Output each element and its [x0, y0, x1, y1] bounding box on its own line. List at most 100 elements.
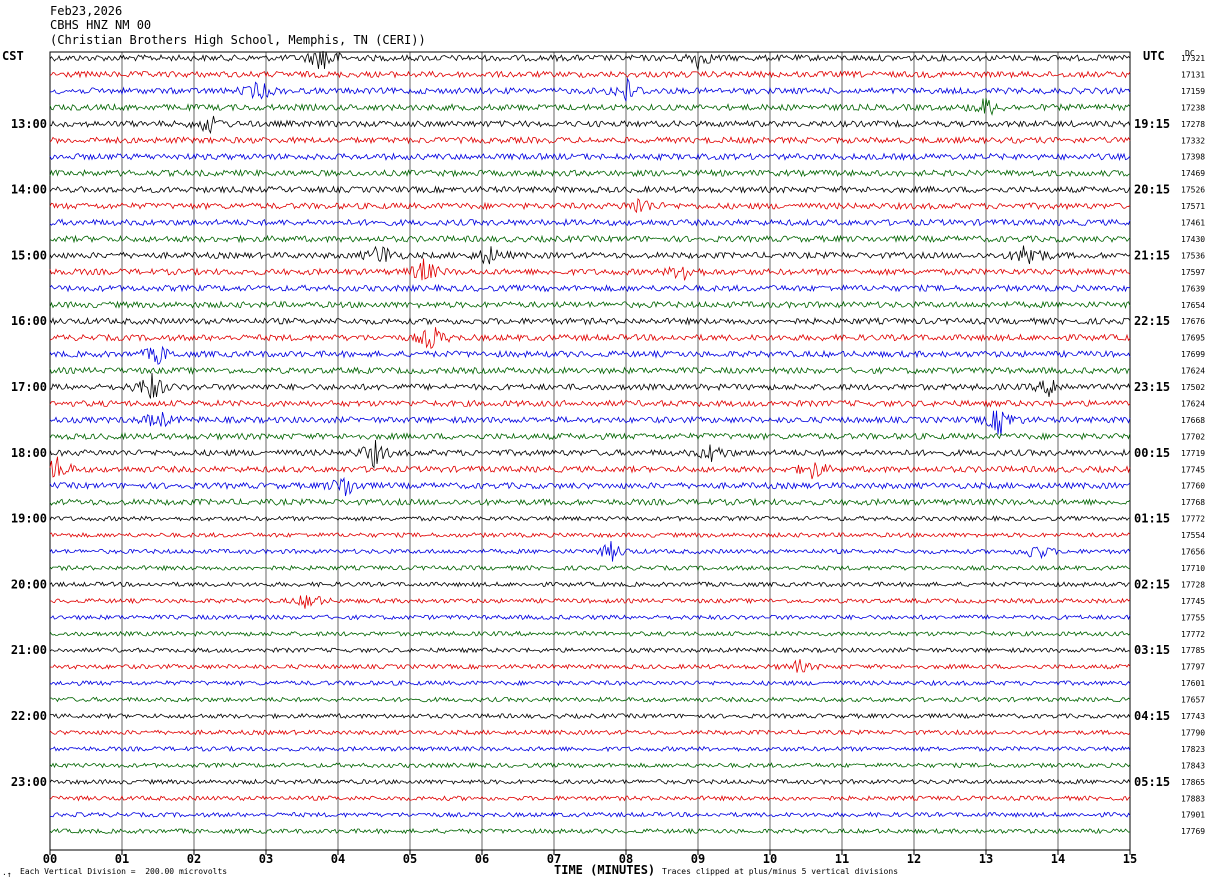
seismic-trace [49, 712, 1131, 720]
dc-offset-value: 17656 [1181, 548, 1205, 557]
dc-offset-value: 17398 [1181, 153, 1205, 162]
clip-note: Traces clipped at plus/minus 5 vertical … [662, 867, 899, 876]
x-tick-label: 02 [187, 852, 201, 866]
seismic-trace [49, 410, 1131, 436]
left-hour-label: 20:00 [11, 577, 47, 591]
dc-offset-value: 17131 [1181, 70, 1205, 79]
seismic-trace [49, 185, 1131, 194]
seismic-trace [49, 564, 1131, 572]
right-hour-label: 22:15 [1134, 314, 1170, 328]
seismic-trace [49, 595, 1131, 609]
dc-offset-value: 17321 [1181, 54, 1205, 63]
seismic-trace [49, 327, 1131, 350]
seismic-trace [49, 399, 1131, 408]
seismic-trace [49, 50, 1131, 70]
dc-offset-value: 17668 [1181, 416, 1205, 425]
dc-offset-value: 17769 [1181, 827, 1205, 836]
dc-offset-value: 17526 [1181, 186, 1205, 195]
dc-offset-value: 17571 [1181, 202, 1205, 211]
dc-offset-value: 17332 [1181, 136, 1205, 145]
dc-offset-value: 17843 [1181, 761, 1205, 770]
dc-offset-value: 17790 [1181, 728, 1205, 737]
footer-arrow-icon: ·↑ [2, 870, 12, 879]
seismic-trace [49, 70, 1131, 79]
dc-offset-value: 17772 [1181, 515, 1205, 524]
seismic-trace [49, 234, 1131, 244]
dc-offset-value: 17772 [1181, 630, 1205, 639]
dc-offset-value: 17728 [1181, 580, 1205, 589]
dc-offset-value: 17755 [1181, 613, 1205, 622]
dc-offset-value: 17238 [1181, 103, 1205, 112]
x-tick-label: 15 [1123, 852, 1137, 866]
dc-offset-value: 17745 [1181, 597, 1205, 606]
dc-offset-value: 17785 [1181, 646, 1205, 655]
x-tick-label: 01 [115, 852, 129, 866]
seismic-trace [49, 456, 1131, 480]
dc-offset-value: 17159 [1181, 87, 1205, 96]
dc-offset-value: 17743 [1181, 712, 1205, 721]
dc-offset-value: 17745 [1181, 465, 1205, 474]
seismic-trace [49, 762, 1131, 769]
dc-offset-value: 17536 [1181, 251, 1205, 260]
left-hour-label: 19:00 [11, 512, 47, 526]
dc-offset-value: 17601 [1181, 679, 1205, 688]
dc-offset-value: 17461 [1181, 219, 1205, 228]
dc-offset-value: 17624 [1181, 367, 1205, 376]
dc-offset-value: 17710 [1181, 564, 1205, 573]
seismic-trace [49, 515, 1131, 523]
left-hour-label: 23:00 [11, 775, 47, 789]
x-tick-label: 13 [979, 852, 993, 866]
x-tick-label: 10 [763, 852, 777, 866]
seismic-trace [49, 659, 1131, 673]
right-hour-label: 02:15 [1134, 577, 1170, 591]
left-hour-label: 14:00 [11, 183, 47, 197]
seismic-trace [49, 152, 1131, 162]
right-hour-label: 00:15 [1134, 446, 1170, 460]
seismic-trace [49, 795, 1131, 802]
dc-offset-value: 17865 [1181, 778, 1205, 787]
seismic-trace [49, 729, 1131, 736]
seismic-trace [49, 811, 1131, 818]
seismic-trace [49, 647, 1131, 654]
x-tick-label: 14 [1051, 852, 1065, 866]
dc-offset-value: 17657 [1181, 696, 1205, 705]
dc-offset-value: 17430 [1181, 235, 1205, 244]
seismic-trace [49, 581, 1130, 588]
seismic-trace [49, 218, 1131, 227]
dc-offset-value: 17719 [1181, 449, 1205, 458]
x-tick-label: 03 [259, 852, 273, 866]
x-tick-label: 11 [835, 852, 849, 866]
seismic-trace [49, 168, 1131, 178]
right-hour-label: 20:15 [1134, 183, 1170, 197]
dc-offset-value: 17768 [1181, 498, 1205, 507]
seismic-trace [49, 531, 1131, 539]
seismic-trace [49, 827, 1131, 835]
x-tick-label: 00 [43, 852, 57, 866]
left-hour-label: 22:00 [11, 709, 47, 723]
right-timezone-label: UTC [1143, 49, 1165, 63]
station-location: (Christian Brothers High School, Memphis… [50, 33, 426, 47]
right-hour-label: 04:15 [1134, 709, 1170, 723]
dc-offset-value: 17695 [1181, 334, 1205, 343]
scale-note: Each Vertical Division = 200.00 microvol… [20, 867, 228, 876]
dc-offset-value: 17676 [1181, 317, 1205, 326]
dc-offset-value: 17597 [1181, 268, 1205, 277]
right-hour-label: 05:15 [1134, 775, 1170, 789]
dc-offset-value: 17639 [1181, 284, 1205, 293]
dc-offset-value: 17797 [1181, 663, 1205, 672]
right-hour-label: 03:15 [1134, 643, 1170, 657]
seismic-trace [49, 439, 1131, 469]
right-hour-label: 21:15 [1134, 248, 1170, 262]
seismic-trace [49, 614, 1131, 621]
seismic-trace [49, 136, 1131, 145]
right-hour-label: 01:15 [1134, 512, 1170, 526]
seismic-trace [49, 679, 1131, 687]
dc-offset-value: 17654 [1181, 301, 1205, 310]
left-hour-label: 17:00 [11, 380, 47, 394]
seismic-trace [49, 541, 1131, 562]
dc-offset-value: 17502 [1181, 383, 1205, 392]
station-id: CBHS HNZ NM 00 [50, 18, 152, 32]
seismic-trace [49, 476, 1131, 497]
seismic-trace [49, 197, 1131, 214]
